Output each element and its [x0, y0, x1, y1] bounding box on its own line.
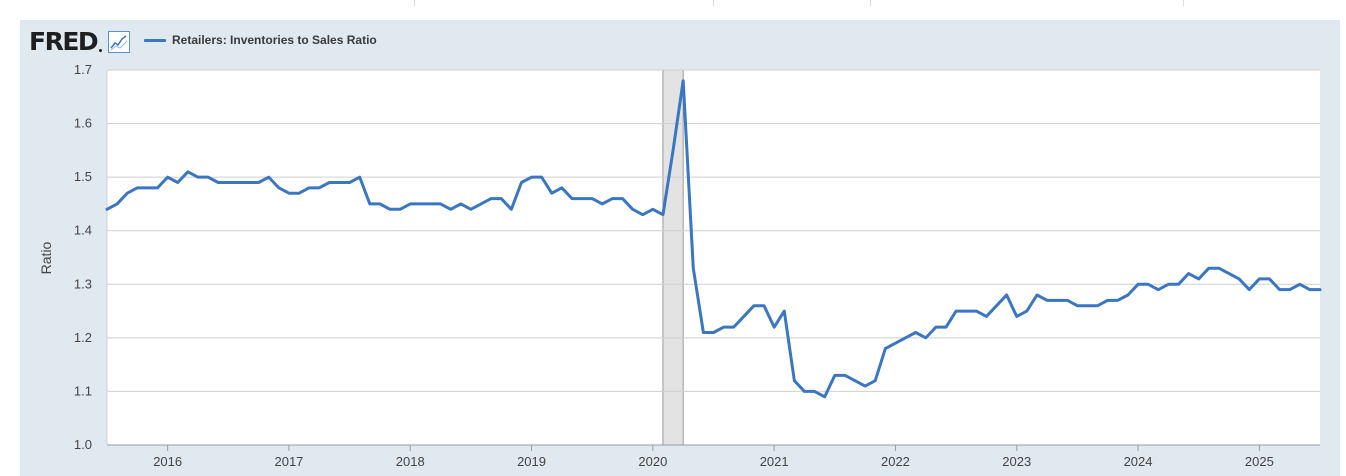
y-tick-label: 1.3 [74, 276, 92, 291]
strip-divider [713, 0, 714, 6]
series-line [105, 79, 1322, 399]
x-tick-label: 2025 [1245, 454, 1274, 469]
recession-layer [662, 70, 684, 445]
x-tick-label: 2019 [517, 454, 546, 469]
logo-text: FRED [29, 27, 99, 56]
strip-divider [414, 0, 415, 6]
y-tick-label: 1.0 [74, 437, 92, 452]
strip-divider [870, 0, 871, 6]
y-tick-label: 1.5 [74, 169, 92, 184]
x-tick-label: 2018 [396, 454, 425, 469]
y-tick-label: 1.1 [74, 383, 92, 398]
legend-swatch [144, 38, 166, 42]
line-chart-icon [108, 31, 131, 53]
y-tick-label: 1.7 [74, 62, 92, 77]
top-strip [0, 0, 1346, 8]
x-tick-label: 2020 [638, 454, 667, 469]
logo-dot [99, 48, 103, 52]
legend-label: Retailers: Inventories to Sales Ratio [172, 33, 377, 47]
grid-layer [106, 69, 1320, 446]
y-tick-label: 1.6 [74, 116, 92, 131]
x-tick-label: 2016 [153, 454, 182, 469]
x-tick-label: 2021 [760, 454, 789, 469]
x-axis: 2016 2017 2018 2019 2020 2021 2022 2023 2024 2025 [107, 444, 1320, 469]
x-tick-label: 2023 [1002, 454, 1031, 469]
legend[interactable]: Retailers: Inventories to Sales Ratio [144, 33, 377, 47]
y-axis-label: Ratio [38, 241, 54, 274]
x-tick-label: 2022 [881, 454, 910, 469]
strip-divider [1183, 0, 1184, 6]
fred-logo[interactable]: FRED [29, 27, 131, 56]
y-tick-label: 1.2 [74, 330, 92, 345]
plot-area [107, 70, 1320, 445]
y-tick-label: 1.4 [74, 223, 92, 238]
series-layer [105, 79, 1322, 399]
x-tick-label: 2017 [274, 454, 303, 469]
x-tick-label: 2024 [1124, 454, 1153, 469]
y-axis: 1.0 1.1 1.2 1.3 1.4 1.5 1.6 1.7 [74, 62, 92, 452]
recession-band [662, 70, 684, 445]
